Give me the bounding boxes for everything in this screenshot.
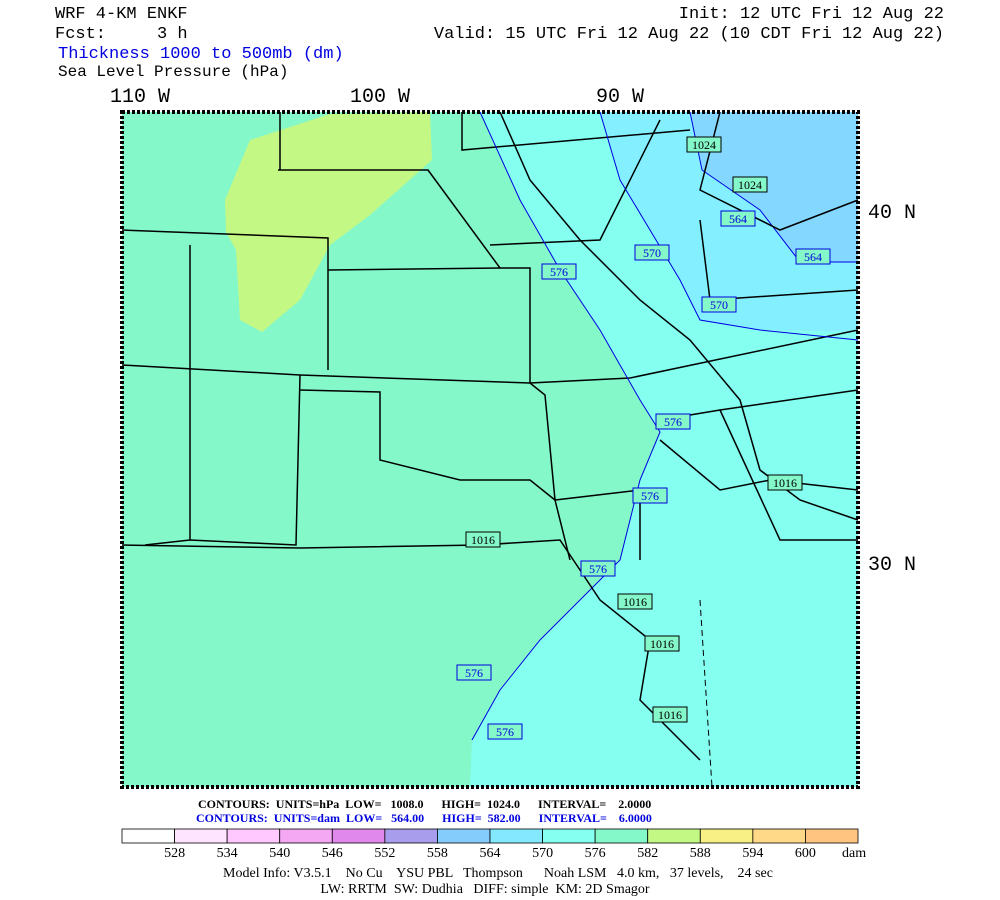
map: 1024 1024 564 570 576 570 564 576 1016 576 1016 576… — [120, 110, 860, 789]
longitude-label: 110 W — [110, 86, 170, 109]
contour-label: 570 — [710, 298, 728, 312]
contour-label-box — [655, 413, 691, 430]
contour-label: 570 — [643, 246, 661, 260]
valid-time: Valid: 15 UTC Fri 12 Aug 22 (10 CDT Fri … — [434, 25, 944, 44]
colorbar-label: 528 — [164, 846, 185, 861]
colorbar-box — [174, 828, 228, 844]
colorbar-box — [699, 828, 754, 844]
colorbar-label: 564 — [480, 846, 501, 861]
contour-label-box — [767, 474, 803, 491]
contour-label: 564 — [804, 250, 822, 264]
longitude-label: 90 W — [596, 86, 644, 109]
colorbar-box — [594, 828, 649, 844]
colorbar-box — [752, 828, 806, 844]
contour-label-box — [456, 664, 492, 681]
region-582 — [225, 112, 432, 332]
latitude-label: 40 N — [868, 202, 916, 225]
colorbar-box — [279, 828, 333, 844]
colorbar-label: 576 — [585, 846, 606, 861]
contour-label: 564 — [729, 212, 747, 226]
colorbar-label: 534 — [217, 846, 238, 861]
colorbar-label: 558 — [427, 846, 448, 861]
contour-label-box — [732, 176, 768, 193]
colorbar-label: 582 — [637, 846, 658, 861]
contour-label-box — [634, 244, 670, 261]
colorbar-box — [437, 828, 491, 844]
colorbar-box — [805, 828, 859, 844]
pressure-contours-info: CONTOURS: UNITS=hPa LOW= 1008.0 HIGH= 10… — [198, 797, 651, 811]
model-name: WRF 4-KM ENKF — [55, 5, 188, 24]
colorbar: 528 534 540 546 552 558 564 570 576 582 588 594 600 — [121, 828, 859, 861]
contour-label: 1024 — [738, 178, 762, 192]
contour-label-box — [487, 723, 523, 740]
colorbar-label: 594 — [742, 846, 763, 861]
colorbar-label: 600 — [795, 846, 816, 861]
colorbar-unit: dam — [842, 846, 866, 861]
colorbar-box — [542, 828, 596, 844]
init-time: Init: 12 UTC Fri 12 Aug 22 — [679, 5, 944, 24]
colorbar-box — [331, 828, 386, 844]
contour-label: 576 — [550, 265, 568, 279]
colorbar-label: 588 — [690, 846, 711, 861]
map-frame — [120, 110, 860, 789]
colorbar-label: 552 — [374, 846, 395, 861]
thickness-contours-info: CONTOURS: UNITS=dam LOW= 564.00 HIGH= 58… — [196, 811, 652, 825]
contour-label-box — [795, 248, 831, 265]
contour-label: 1016 — [471, 533, 495, 547]
boundary-line — [699, 599, 713, 788]
model-info: Model Info: V3.5.1 No Cu YSU PBL Thompso… — [223, 866, 773, 881]
contour-label-box — [701, 296, 737, 313]
contour-label: 1024 — [692, 138, 716, 152]
colorbar-label: 540 — [269, 846, 290, 861]
latitude-label: 30 N — [868, 554, 916, 577]
contour-label: 1016 — [658, 708, 682, 722]
colorbar-label: 546 — [322, 846, 343, 861]
physics-info: LW: RRTM SW: Dudhia DIFF: simple KM: 2D … — [320, 882, 650, 897]
contour-label-box — [580, 560, 616, 577]
contour-label-box — [686, 136, 722, 153]
longitude-label: 100 W — [350, 86, 410, 109]
contour-label: 1016 — [773, 476, 797, 490]
contour-label: 576 — [465, 666, 483, 680]
contour-label-box — [644, 635, 680, 652]
contour-label-box — [465, 531, 501, 548]
contour-label-box — [720, 210, 756, 227]
field-pressure: Sea Level Pressure (hPa) — [58, 63, 288, 81]
contour-label-box — [541, 263, 577, 280]
colorbar-box — [121, 828, 175, 844]
contour-label: 1016 — [650, 637, 674, 651]
contour-label-box — [632, 487, 668, 504]
contour-label: 1016 — [623, 595, 647, 609]
colorbar-box — [226, 828, 281, 844]
field-thickness: Thickness 1000 to 500mb (dm) — [58, 45, 344, 64]
region-564 — [690, 112, 858, 262]
contour-label: 576 — [496, 725, 514, 739]
contour-label: 576 — [641, 489, 659, 503]
state-borders — [121, 112, 859, 561]
colorbar-box — [489, 828, 543, 844]
colorbar-box — [384, 828, 438, 844]
colorbar-label: 570 — [532, 846, 553, 861]
contour-labels: 1024 1024 564 570 576 570 564 576 1016 576 1016 576… — [456, 136, 831, 740]
contour-label: 576 — [664, 415, 682, 429]
contour-label: 576 — [589, 562, 607, 576]
forecast-hour: Fcst: 3 h — [55, 25, 188, 44]
contour-label-box — [617, 593, 653, 610]
colorbar-box — [647, 828, 701, 844]
contour-label-box — [652, 706, 688, 723]
